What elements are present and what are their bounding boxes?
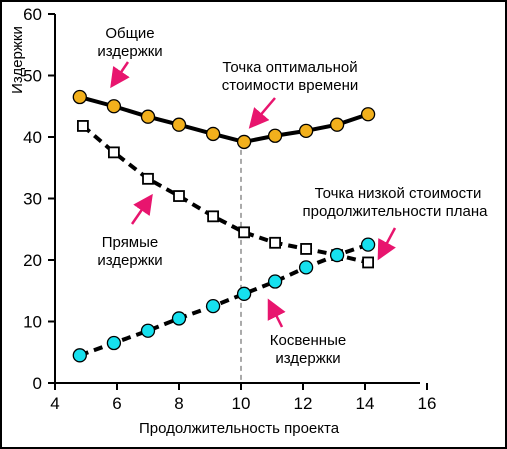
arrow-total: [110, 61, 130, 89]
data-point-direct: [238, 226, 251, 239]
series-line-indirect: [79, 242, 369, 358]
annotation-optimal-point: Точка оптимальной стоимости времени: [222, 59, 358, 129]
annotation-lowcost-line1: Точка низкой стоимости: [315, 185, 482, 202]
data-point-indirect: [298, 260, 314, 275]
annotation-optimal-line2: стоимости времени: [222, 77, 358, 94]
annotation-optimal-line1: Точка оптимальной: [222, 59, 357, 76]
series-line-direct: [81, 124, 369, 265]
annotation-indirect-line1: Косвенные: [270, 332, 346, 349]
arrow-direct: [130, 193, 153, 225]
y-axis-title: Издержки: [9, 26, 26, 94]
data-point-indirect: [140, 323, 156, 338]
data-point-indirect: [360, 237, 376, 252]
x-axis-title: Продолжительность проекта: [139, 420, 340, 437]
series-line-total: [79, 95, 369, 144]
data-point-direct: [142, 172, 154, 185]
annotation-total-costs: Общие издержки: [97, 25, 163, 89]
data-point-total: [267, 128, 283, 143]
data-point-direct: [108, 146, 120, 159]
data-point-direct: [362, 256, 375, 269]
data-point-total: [205, 126, 221, 142]
data-point-total: [106, 99, 122, 114]
data-point-direct: [173, 190, 185, 202]
annotation-direct-line2: издержки: [97, 252, 162, 269]
annotation-total-line1: Общие: [105, 25, 154, 42]
data-point-direct: [269, 236, 282, 249]
arrow-lowcost: [377, 227, 397, 261]
arrow-indirect: [267, 298, 286, 328]
x-tick-label: 10: [232, 394, 251, 413]
data-point-total: [298, 123, 314, 139]
data-point-indirect: [72, 348, 87, 363]
data-point-indirect: [236, 286, 252, 301]
data-point-indirect: [329, 247, 345, 263]
y-tick-label: 60: [23, 5, 42, 24]
x-tick-label: 16: [418, 394, 437, 413]
annotation-low-cost-point: Точка низкой стоимости продолжительности…: [303, 185, 489, 261]
y-tick-label: 0: [33, 374, 42, 393]
data-point-total: [360, 107, 376, 122]
data-point-total: [72, 89, 87, 105]
y-tick-label: 50: [23, 67, 42, 86]
y-tick-label: 20: [23, 251, 42, 270]
annotation-lowcost-line2: продолжительности плана: [303, 203, 489, 220]
data-point-direct: [207, 210, 220, 223]
series-indirect: [72, 237, 376, 363]
x-tick-label: 8: [174, 394, 183, 413]
annotation-direct-line1: Прямые: [102, 234, 159, 251]
arrow-optimal: [248, 97, 276, 129]
y-tick-label: 40: [23, 128, 42, 147]
series-total: [72, 89, 376, 150]
data-point-indirect: [205, 298, 221, 314]
y-tick-label: 10: [23, 313, 42, 332]
x-tick-label: 4: [50, 394, 59, 413]
x-tick-label: 14: [356, 394, 375, 413]
data-point-total: [236, 134, 252, 150]
data-point-direct: [77, 120, 89, 132]
data-point-indirect: [106, 335, 122, 351]
annotation-direct-costs: Прямые издержки: [97, 193, 163, 269]
data-point-total: [329, 117, 345, 132]
y-tick-label: 30: [23, 190, 42, 209]
x-tick-label: 12: [294, 394, 313, 413]
annotation-indirect-costs: Косвенные издержки: [267, 298, 346, 367]
data-point-direct: [300, 243, 313, 255]
annotation-total-line2: издержки: [97, 43, 162, 60]
x-tick-label: 6: [112, 394, 121, 413]
data-point-total: [140, 109, 156, 124]
data-point-indirect: [267, 274, 283, 289]
annotation-indirect-line2: издержки: [275, 350, 340, 367]
data-point-indirect: [171, 311, 187, 326]
data-point-total: [171, 117, 187, 132]
